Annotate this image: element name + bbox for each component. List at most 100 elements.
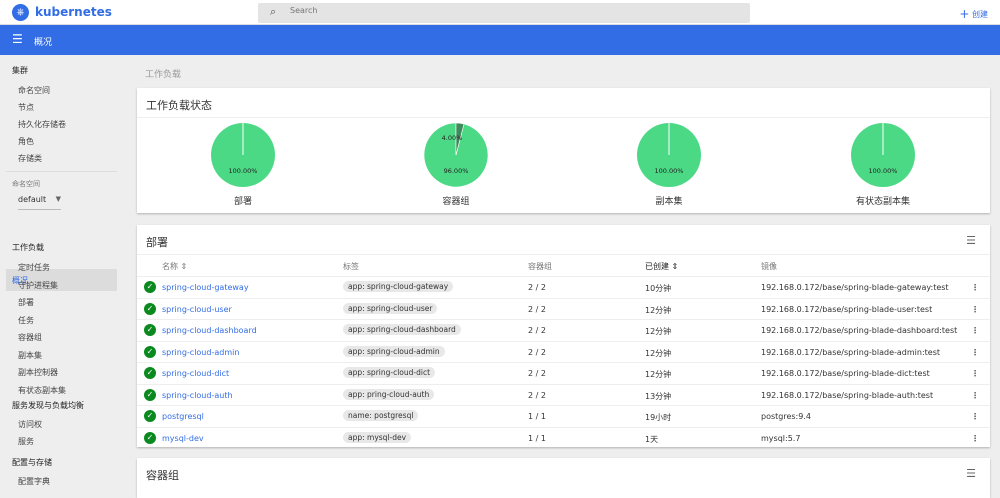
overview-label: 概况 bbox=[12, 276, 28, 285]
column-labels: 标签 bbox=[343, 262, 359, 271]
sidebar-item[interactable]: 任务 bbox=[18, 315, 34, 325]
sidebar-heading-config[interactable]: 配置与存储 bbox=[12, 458, 52, 467]
search-icon: ⌕ bbox=[270, 5, 277, 18]
check-circle-icon: ✓ bbox=[144, 324, 156, 336]
sidebar-item[interactable]: 访问权 bbox=[18, 420, 42, 429]
label-chip: app: spring-cloud-dashboard bbox=[343, 324, 461, 335]
slice-label: 100.00% bbox=[228, 167, 258, 175]
sidebar-item[interactable]: 有状态副本集 bbox=[18, 385, 66, 395]
namespace-value: default bbox=[18, 195, 47, 204]
sidebar-item-overview[interactable]: 概况 bbox=[6, 269, 117, 291]
pods-count: 1 / 1 bbox=[528, 412, 546, 421]
pods-count: 2 / 2 bbox=[528, 347, 546, 357]
pie-chart: 100.00% 副本集 bbox=[636, 122, 702, 207]
sidebar-item[interactable]: 服务 bbox=[18, 437, 34, 446]
check-circle-icon: ✓ bbox=[144, 431, 156, 444]
label-chip: app: mysql-dev bbox=[343, 431, 412, 443]
create-button[interactable]: + 创建 bbox=[959, 7, 988, 21]
table-row[interactable]: ✓ postgresql name: postgresql 1 / 1 19小时… bbox=[137, 405, 990, 426]
image: 192.168.0.172/base/spring-blade-gateway:… bbox=[761, 283, 949, 292]
brand-name[interactable]: kubernetes bbox=[35, 5, 112, 19]
label-chip: app: spring-cloud-gateway bbox=[343, 281, 454, 292]
top-bar: ⎈ kubernetes ⌕ + 创建 bbox=[0, 0, 1000, 25]
table-header: 名称 ⇕ 标签 容器组 已创建 ⇕ 镜像 bbox=[137, 254, 990, 275]
label-chip: app: spring-cloud-dict bbox=[343, 367, 436, 378]
column-name[interactable]: 名称 ⇕ bbox=[162, 262, 188, 271]
slice-label: 4.00% bbox=[441, 134, 463, 142]
created-age: 12分钟 bbox=[645, 305, 672, 315]
sidebar-item[interactable]: 命名空间 bbox=[18, 86, 50, 95]
deployment-name-link[interactable]: spring-cloud-auth bbox=[162, 390, 233, 400]
sidebar-heading-workloads[interactable]: 工作负载 bbox=[12, 243, 44, 252]
table-row[interactable]: ✓ spring-cloud-admin app: spring-cloud-a… bbox=[137, 340, 990, 362]
more-vert-icon[interactable]: ⋮ bbox=[971, 347, 979, 357]
sidebar-heading-discovery[interactable]: 服务发现与负载均衡 bbox=[12, 401, 84, 410]
deployment-name-link[interactable]: spring-cloud-user bbox=[162, 304, 232, 314]
check-circle-icon: ✓ bbox=[144, 281, 156, 293]
sidebar-item[interactable]: 存储类 bbox=[18, 154, 42, 163]
label-chip: app: pring-cloud-auth bbox=[343, 388, 435, 400]
filter-icon[interactable]: ☰ bbox=[966, 234, 976, 247]
more-vert-icon[interactable]: ⋮ bbox=[971, 304, 979, 314]
pie-label: 有状态副本集 bbox=[855, 197, 910, 207]
check-circle-icon: ✓ bbox=[144, 388, 156, 401]
more-vert-icon[interactable]: ⋮ bbox=[971, 412, 979, 421]
table-row[interactable]: ✓ spring-cloud-user app: spring-cloud-us… bbox=[137, 297, 990, 319]
label-chip: app: spring-cloud-user bbox=[343, 302, 438, 314]
breadcrumb[interactable]: 工作负载 bbox=[145, 70, 182, 80]
pie-chart: 96.00% 4.00% 容器组 bbox=[423, 122, 489, 207]
more-vert-icon[interactable]: ⋮ bbox=[971, 390, 979, 400]
sidebar-item[interactable]: 副本集 bbox=[18, 350, 42, 360]
deployment-name-link[interactable]: spring-cloud-admin bbox=[162, 347, 240, 357]
more-vert-icon[interactable]: ⋮ bbox=[971, 283, 979, 292]
kubernetes-logo-icon[interactable]: ⎈ bbox=[12, 4, 29, 21]
sidebar-item[interactable]: 配置字典 bbox=[18, 477, 50, 486]
menu-icon[interactable]: ☰ bbox=[12, 32, 23, 46]
sidebar-item[interactable]: 节点 bbox=[18, 103, 34, 112]
search-box[interactable]: ⌕ bbox=[258, 3, 750, 23]
image: postgres:9.4 bbox=[761, 412, 811, 421]
sidebar-item[interactable]: 守护进程集 bbox=[18, 280, 58, 290]
card-title: 容器组 bbox=[146, 469, 179, 482]
pods-count: 2 / 2 bbox=[528, 304, 546, 314]
label-chip: name: postgresql bbox=[343, 410, 419, 421]
column-pods: 容器组 bbox=[528, 262, 552, 271]
deployment-name-link[interactable]: mysql-dev bbox=[162, 433, 204, 443]
sidebar-heading-cluster[interactable]: 集群 bbox=[12, 66, 28, 75]
sidebar-item[interactable]: 角色 bbox=[18, 137, 34, 146]
deployment-name-link[interactable]: spring-cloud-gateway bbox=[162, 283, 249, 292]
card-title: 工作负载状态 bbox=[146, 99, 212, 112]
more-vert-icon[interactable]: ⋮ bbox=[971, 326, 979, 335]
image: 192.168.0.172/base/spring-blade-dict:tes… bbox=[761, 369, 930, 378]
table-row[interactable]: ✓ spring-cloud-auth app: pring-cloud-aut… bbox=[137, 383, 990, 405]
pods-count: 2 / 2 bbox=[528, 326, 546, 335]
pie-label: 副本集 bbox=[655, 197, 683, 207]
namespace-select[interactable]: default ▼ bbox=[18, 195, 61, 210]
filter-icon[interactable]: ☰ bbox=[966, 467, 976, 480]
search-input[interactable] bbox=[290, 6, 690, 15]
check-circle-icon: ✓ bbox=[144, 367, 156, 379]
more-vert-icon[interactable]: ⋮ bbox=[971, 369, 979, 378]
table-row[interactable]: ✓ spring-cloud-dashboard app: spring-clo… bbox=[137, 319, 990, 340]
more-vert-icon[interactable]: ⋮ bbox=[971, 433, 979, 443]
sidebar-item[interactable]: 副本控制器 bbox=[18, 368, 58, 377]
deployment-name-link[interactable]: spring-cloud-dict bbox=[162, 369, 230, 378]
created-age: 10分钟 bbox=[645, 284, 672, 293]
check-circle-icon: ✓ bbox=[144, 302, 156, 315]
image: 192.168.0.172/base/spring-blade-auth:tes… bbox=[761, 390, 934, 400]
table-row[interactable]: ✓ mysql-dev app: mysql-dev 1 / 1 1天 mysq… bbox=[137, 426, 990, 448]
pie-slice bbox=[455, 122, 465, 156]
sidebar-item[interactable]: 持久化存储卷 bbox=[18, 120, 66, 129]
created-age: 13分钟 bbox=[645, 391, 672, 401]
deployment-name-link[interactable]: spring-cloud-dashboard bbox=[162, 326, 257, 335]
label-chip: app: spring-cloud-admin bbox=[343, 345, 445, 357]
image: 192.168.0.172/base/spring-blade-admin:te… bbox=[761, 347, 940, 357]
table-row[interactable]: ✓ spring-cloud-dict app: spring-cloud-di… bbox=[137, 362, 990, 383]
sidebar-item[interactable]: 容器组 bbox=[18, 333, 42, 342]
table-row[interactable]: ✓ spring-cloud-gateway app: spring-cloud… bbox=[137, 276, 990, 297]
plus-icon: + bbox=[959, 7, 970, 21]
sidebar-item[interactable]: 部署 bbox=[18, 298, 34, 307]
sidebar-item[interactable]: 定时任务 bbox=[18, 263, 50, 272]
column-created[interactable]: 已创建 ⇕ bbox=[645, 262, 679, 271]
deployment-name-link[interactable]: postgresql bbox=[162, 412, 204, 421]
